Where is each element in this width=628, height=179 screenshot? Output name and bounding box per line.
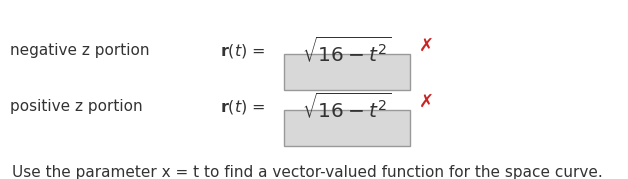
Text: $\sqrt{16-t^2}$: $\sqrt{16-t^2}$ — [302, 92, 392, 122]
Text: $\mathbf{r}$($t$) =: $\mathbf{r}$($t$) = — [220, 42, 266, 60]
Text: positive z portion: positive z portion — [10, 100, 143, 115]
Text: ✗: ✗ — [419, 93, 434, 111]
Text: ✗: ✗ — [419, 37, 434, 55]
Text: $\mathbf{r}$($t$) =: $\mathbf{r}$($t$) = — [220, 98, 266, 116]
Text: $\sqrt{16-t^2}$: $\sqrt{16-t^2}$ — [302, 36, 392, 66]
Text: negative z portion: negative z portion — [10, 43, 149, 59]
Text: Use the parameter x = t to find a vector-valued function for the space curve.: Use the parameter x = t to find a vector… — [12, 165, 603, 179]
